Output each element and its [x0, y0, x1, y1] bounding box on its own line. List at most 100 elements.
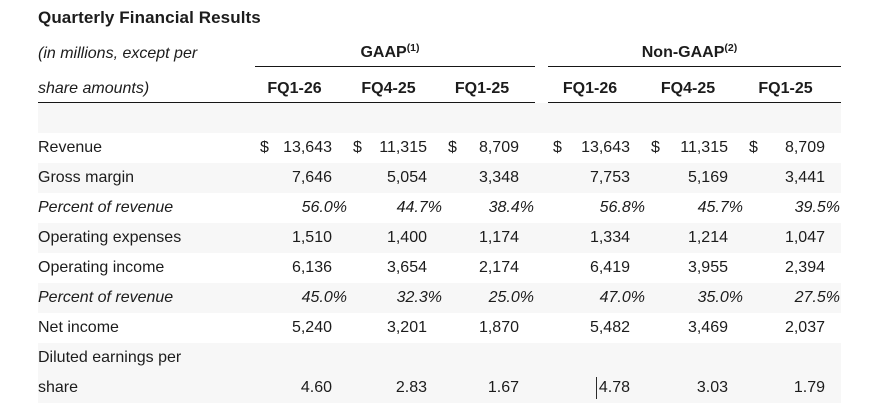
column-header-non-gaap-fq1-26: FQ1-26	[548, 80, 646, 103]
dollar-sign: $	[353, 139, 362, 156]
cell: 4.60	[300, 379, 332, 396]
cell: 3,441	[784, 169, 825, 186]
column-group-non-gaap: Non-GAAP(2)	[548, 42, 841, 67]
text-cursor-caret	[595, 377, 597, 399]
cell: $11,315	[646, 133, 744, 163]
cell: 39.5%	[794, 199, 840, 216]
cell: 1,510	[291, 229, 332, 246]
financial-results-panel: Quarterly Financial Results (in millions…	[38, 8, 841, 403]
cell: 25.0%	[488, 289, 534, 306]
cell: 45.7%	[697, 199, 743, 216]
cell: 3,955	[687, 259, 728, 276]
dollar-sign: $	[448, 139, 457, 156]
cell: 2.83	[395, 379, 427, 396]
dollar-sign: $	[749, 139, 758, 156]
cell: $8,709	[744, 133, 841, 163]
cell: 3.03	[696, 379, 728, 396]
row-label-line1: Diluted earnings per	[38, 349, 182, 366]
column-group-gap	[535, 193, 548, 223]
table-row-operating-expenses: Operating expenses 1,510 1,400 1,174 1,3…	[38, 223, 841, 253]
cell: 2,037	[784, 319, 825, 336]
row-label: Gross margin	[38, 169, 135, 186]
cell: 1,047	[784, 229, 825, 246]
cell: $13,643	[548, 133, 646, 163]
group-non-gaap-label: Non-GAAP	[641, 44, 725, 61]
column-header-gaap-fq1-25: FQ1-25	[443, 80, 535, 103]
dollar-sign: $	[260, 139, 269, 156]
cell: 1.79	[793, 379, 825, 396]
dollar-sign: $	[553, 139, 562, 156]
cell: 1.67	[487, 379, 519, 396]
column-group-gap	[535, 63, 548, 67]
cell: 27.5%	[794, 289, 840, 306]
table-row-net-income: Net income 5,240 3,201 1,870 5,482 3,469…	[38, 313, 841, 343]
row-label: Operating expenses	[38, 229, 182, 246]
row-label: Revenue	[38, 139, 103, 156]
row-label: Operating income	[38, 259, 165, 276]
column-group-gaap: GAAP(1)	[255, 42, 535, 67]
cell: 2,174	[478, 259, 519, 276]
cell: 5,240	[291, 319, 332, 336]
cell: 5,482	[589, 319, 630, 336]
column-group-gap	[535, 133, 548, 163]
cell: $13,643	[255, 133, 348, 163]
cell-with-text-cursor[interactable]: 4.78	[548, 373, 646, 403]
cell: 5,169	[687, 169, 728, 186]
table-header-groups: (in millions, except per GAAP(1) Non-GAA…	[38, 37, 841, 67]
cell: 1,400	[386, 229, 427, 246]
cell: 35.0%	[697, 289, 743, 306]
cell: 3,201	[386, 319, 427, 336]
footnote-ref-2: (2)	[724, 42, 738, 54]
table-header-quarters: share amounts) FQ1-26 FQ4-25 FQ1-25 FQ1-…	[38, 67, 841, 103]
column-group-gap	[535, 163, 548, 193]
cell: 7,646	[291, 169, 332, 186]
cell: 44.7%	[396, 199, 442, 216]
cell: 7,753	[589, 169, 630, 186]
row-label-line2: share	[38, 379, 79, 396]
units-note-line2: share amounts)	[38, 80, 255, 103]
page-title: Quarterly Financial Results	[38, 8, 261, 27]
footnote-ref-1: (1)	[406, 42, 420, 54]
group-gaap-label: GAAP	[360, 44, 407, 61]
row-label: Percent of revenue	[38, 199, 174, 216]
column-group-gap	[535, 313, 548, 343]
table-row-revenue: Revenue $13,643 $11,315 $8,709 $13,643 $…	[38, 133, 841, 163]
cell: 1,870	[478, 319, 519, 336]
cell: 45.0%	[301, 289, 347, 306]
cell: 2,394	[784, 259, 825, 276]
row-label: Net income	[38, 319, 119, 336]
cell: 47.0%	[599, 289, 645, 306]
cell: 1,174	[478, 229, 519, 246]
table-row-diluted-eps: Diluted earnings per share 4.60 2.83 1.6…	[38, 343, 841, 403]
row-label: Diluted earnings per share	[38, 343, 255, 403]
units-note-line1: (in millions, except per	[38, 45, 198, 62]
cell: $8,709	[443, 133, 535, 163]
cell: 3,469	[687, 319, 728, 336]
cell: 1,214	[687, 229, 728, 246]
table-row-gross-margin-percent: Percent of revenue 56.0% 44.7% 38.4% 56.…	[38, 193, 841, 223]
column-group-gap	[535, 253, 548, 283]
cell: 3,654	[386, 259, 427, 276]
cell: 38.4%	[488, 199, 534, 216]
cell: 56.8%	[599, 199, 645, 216]
cell: 5,054	[386, 169, 427, 186]
column-group-gap	[535, 99, 548, 103]
table-row-operating-income-percent: Percent of revenue 45.0% 32.3% 25.0% 47.…	[38, 283, 841, 313]
column-header-gaap-fq4-25: FQ4-25	[348, 80, 443, 103]
dollar-sign: $	[651, 139, 660, 156]
table-row-gross-margin: Gross margin 7,646 5,054 3,348 7,753 5,1…	[38, 163, 841, 193]
row-label: Percent of revenue	[38, 289, 174, 306]
cell: $11,315	[348, 133, 443, 163]
column-header-non-gaap-fq1-25: FQ1-25	[744, 80, 841, 103]
column-group-gap	[535, 283, 548, 313]
cell: 6,419	[589, 259, 630, 276]
column-header-non-gaap-fq4-25: FQ4-25	[646, 80, 744, 103]
cell: 6,136	[291, 259, 332, 276]
cell: 32.3%	[396, 289, 442, 306]
spacer-row	[38, 103, 841, 133]
cell: 3,348	[478, 169, 519, 186]
cell: 56.0%	[301, 199, 347, 216]
column-group-gap	[535, 223, 548, 253]
cell: 1,334	[589, 229, 630, 246]
table-row-operating-income: Operating income 6,136 3,654 2,174 6,419…	[38, 253, 841, 283]
